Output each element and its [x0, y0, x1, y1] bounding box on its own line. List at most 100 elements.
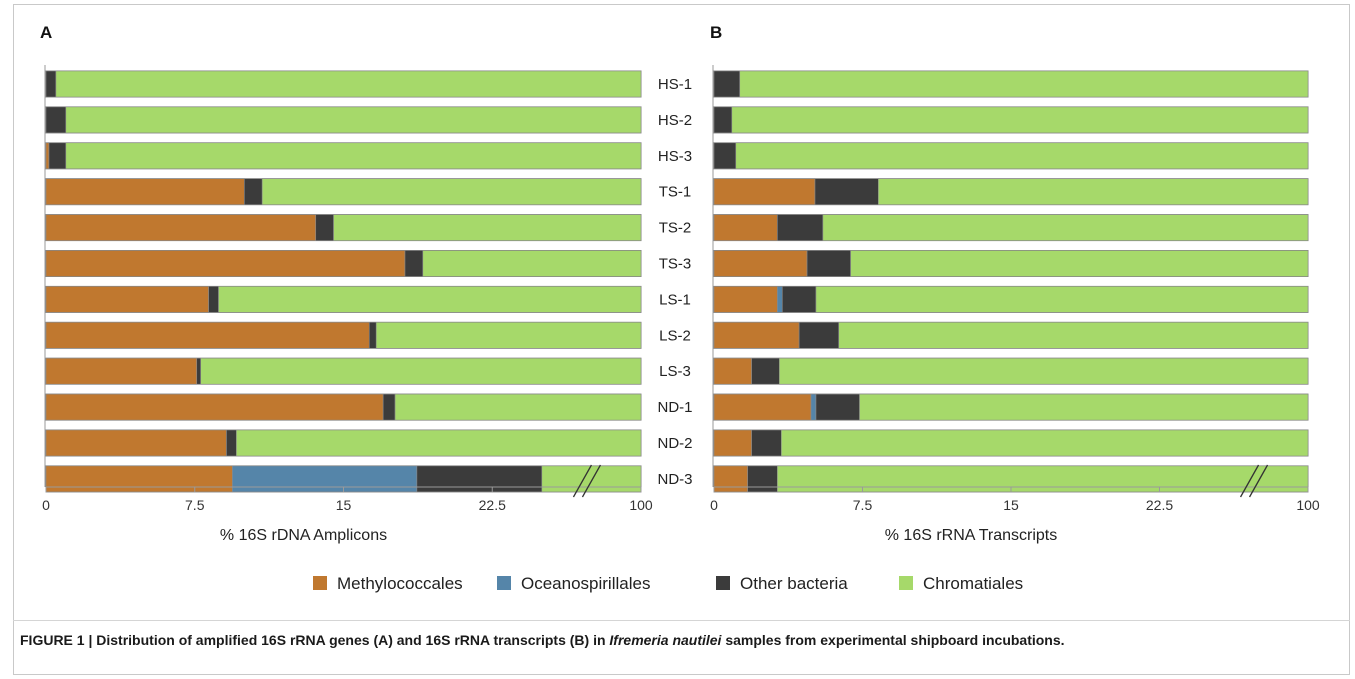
bar-segment-chromatiales [55, 70, 642, 98]
bar-segment-methylococcales [45, 286, 209, 313]
bar-segment-oceanospirillales [777, 286, 783, 313]
bar-segment-methylococcales [713, 214, 778, 241]
category-label: TS-3 [659, 256, 692, 273]
bar-segment-methylococcales [713, 429, 752, 457]
category-label: HS-1 [658, 76, 692, 93]
category-label: ND-1 [657, 399, 692, 416]
bar-segment-methylococcales [713, 321, 800, 349]
x-tick-label: 100 [1296, 497, 1320, 513]
bar-segment-other-bacteria [208, 286, 219, 313]
bar-segment-other-bacteria [815, 393, 860, 421]
figure-chart: A B HS-1 HS-2 HS-3 TS-1 TS-2 TS-3 LS-1 LS-2 LS-3… [40, 23, 1320, 593]
x-axis-title: % 16S rDNA Amplicons [220, 527, 387, 544]
bar-segment-methylococcales [45, 429, 227, 457]
bar-segment-other-bacteria [382, 393, 396, 421]
bar-segment-chromatiales [394, 393, 642, 421]
x-tick-label: 0 [42, 497, 50, 513]
category-label: HS-3 [658, 148, 692, 165]
bar-segment-other-bacteria [751, 357, 780, 385]
bar-segment-chromatiales [218, 286, 642, 313]
bar-segment-methylococcales [45, 321, 370, 349]
x-axis-title: % 16S rRNA Transcripts [885, 527, 1058, 544]
caption-suffix: samples from experimental shipboard incu… [721, 632, 1065, 648]
bar-segment-other-bacteria [751, 429, 782, 457]
axis-break-mark [1239, 464, 1260, 498]
bar-segment-oceanospirillales [232, 465, 418, 493]
bar-segment-other-bacteria [814, 178, 879, 205]
bar-segment-methylococcales [45, 357, 198, 385]
bar-segment-chromatiales [815, 286, 1309, 313]
bar-segment-methylococcales [713, 393, 812, 421]
bar-segment-methylococcales [45, 465, 233, 493]
bar-segment-other-bacteria [782, 286, 817, 313]
bar-segment-other-bacteria [404, 250, 424, 277]
legend-swatch [716, 576, 730, 590]
bar-segment-chromatiales [200, 357, 642, 385]
legend-swatch [899, 576, 913, 590]
category-label: LS-1 [659, 291, 691, 308]
x-tick-label: 7.5 [185, 497, 205, 513]
category-label: HS-2 [658, 112, 692, 129]
bar-segment-other-bacteria [45, 106, 67, 134]
x-tick-label: 22.5 [1146, 497, 1173, 513]
bar-segment-methylococcales [713, 250, 808, 277]
bar-segment-methylococcales [713, 357, 752, 385]
bar-segment-methylococcales [45, 178, 245, 205]
legend-label: Methylococcales [337, 574, 463, 593]
legend: Methylococcales Oceanospirillales Other ba… [313, 574, 1023, 593]
bar-segment-other-bacteria [368, 321, 377, 349]
bar-segment-methylococcales [713, 465, 748, 493]
bar-segment-chromatiales [541, 465, 642, 493]
bar-segment-chromatiales [65, 142, 642, 170]
bar-segment-oceanospirillales [810, 393, 817, 421]
bar-segment-chromatiales [777, 465, 1309, 493]
legend-label: Oceanospirillales [521, 574, 650, 593]
bar-segment-chromatiales [422, 250, 642, 277]
bar-segment-chromatiales [779, 357, 1309, 385]
bar-segment-chromatiales [333, 214, 642, 241]
axis-break-mark [572, 464, 593, 498]
caption-prefix: FIGURE 1 | Distribution of amplified 16S… [20, 632, 610, 648]
bar-segment-chromatiales [236, 429, 642, 457]
bar-segment-chromatiales [859, 393, 1309, 421]
legend-label: Chromatiales [923, 574, 1023, 593]
legend-label: Other bacteria [740, 574, 848, 593]
bar-segment-methylococcales [45, 393, 384, 421]
bar-segment-chromatiales [65, 106, 642, 134]
bar-segment-other-bacteria [45, 70, 57, 98]
bar-segment-other-bacteria [798, 321, 840, 349]
bar-segment-other-bacteria [806, 250, 851, 277]
x-tick-label: 100 [629, 497, 653, 513]
bar-segment-other-bacteria [226, 429, 237, 457]
x-tick-label: 7.5 [853, 497, 873, 513]
bar-segment-methylococcales [45, 214, 317, 241]
bar-segment-other-bacteria [713, 142, 737, 170]
bar-segment-other-bacteria [48, 142, 67, 170]
bar-segment-chromatiales [781, 429, 1309, 457]
caption-species: Ifremeria nautilei [609, 632, 722, 648]
bar-segment-other-bacteria [713, 70, 741, 98]
bar-segment-chromatiales [739, 70, 1309, 98]
x-tick-label: 0 [710, 497, 718, 513]
bar-segment-chromatiales [731, 106, 1309, 134]
category-label: TS-1 [659, 184, 692, 201]
bar-segment-other-bacteria [244, 178, 263, 205]
bar-segment-other-bacteria [315, 214, 334, 241]
bar-segment-methylococcales [45, 250, 406, 277]
bar-segment-chromatiales [735, 142, 1309, 170]
x-tick-label: 22.5 [479, 497, 506, 513]
panel-b: 0 7.5 15 22.5 100 % 16S rRNA Transcripts [710, 65, 1320, 544]
figure-frame [13, 4, 1350, 675]
x-tick-label: 15 [336, 497, 352, 513]
bar-segment-chromatiales [375, 321, 642, 349]
legend-swatch [497, 576, 511, 590]
figure-caption: FIGURE 1 | Distribution of amplified 16S… [20, 630, 1330, 650]
bar-segment-methylococcales [713, 178, 816, 205]
bar-segment-chromatiales [878, 178, 1309, 205]
bar-segment-chromatiales [261, 178, 642, 205]
caption-divider [13, 620, 1350, 621]
bar-segment-chromatiales [838, 321, 1309, 349]
bar-segment-other-bacteria [777, 214, 824, 241]
category-label: LS-3 [659, 363, 691, 380]
bar-segment-chromatiales [822, 214, 1309, 241]
